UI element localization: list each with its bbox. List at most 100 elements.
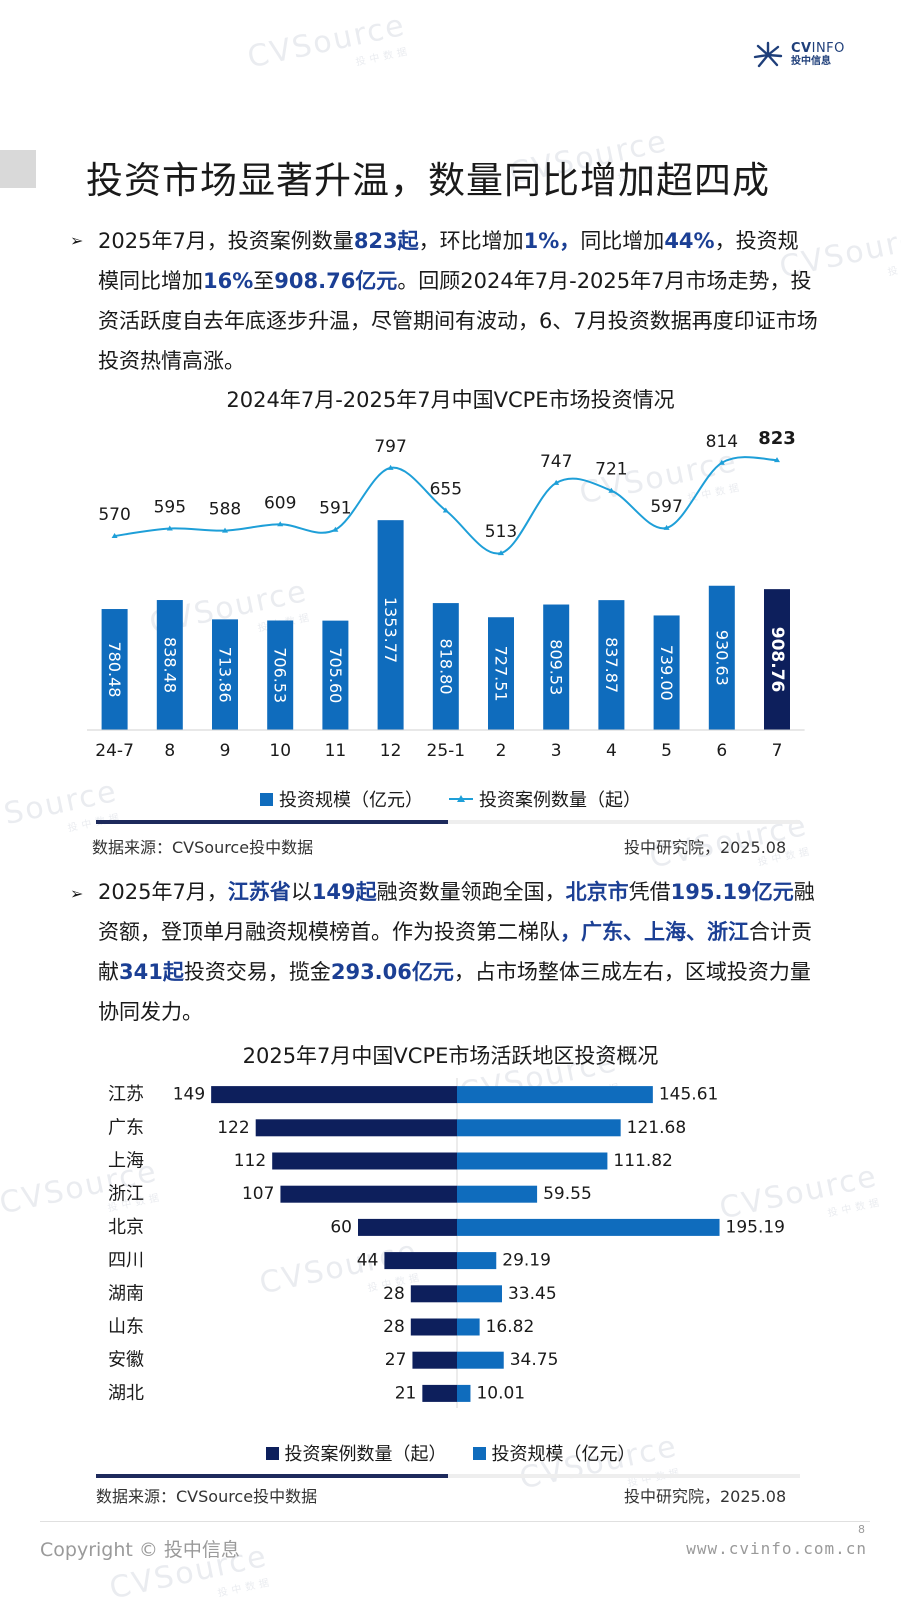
bar-value-label: 780.48 bbox=[105, 642, 124, 698]
body-text: 凭借 bbox=[628, 880, 671, 904]
count-value-label: 27 bbox=[385, 1350, 407, 1370]
amount-value-label: 145.61 bbox=[659, 1085, 718, 1105]
bar-amount bbox=[322, 620, 349, 730]
chart1-legend: 投资规模（亿元） 投资案例数量（起） bbox=[0, 786, 901, 812]
bar-amount bbox=[457, 1252, 497, 1270]
legend-label: 投资案例数量（起） bbox=[479, 790, 641, 811]
amount-value-label: 29.19 bbox=[502, 1251, 551, 1271]
line-value-label: 588 bbox=[209, 500, 241, 520]
line-value-label: 609 bbox=[264, 493, 296, 513]
chart2-divider bbox=[96, 1474, 800, 1478]
logo-subtitle: 投中信息 bbox=[791, 56, 831, 67]
title-accent-block bbox=[0, 150, 36, 188]
line-value-label: 591 bbox=[319, 499, 351, 519]
bar-count bbox=[211, 1086, 457, 1104]
bullet-arrow-icon: ➢ bbox=[70, 231, 84, 250]
region-label: 上海 bbox=[108, 1151, 144, 1172]
amount-value-label: 16.82 bbox=[486, 1317, 535, 1337]
bar-value-label: 713.86 bbox=[216, 647, 235, 703]
amount-value-label: 10.01 bbox=[476, 1383, 525, 1403]
paragraph-1: 2025年7月，投资案例数量823起，环比增加1%，同比增加44%，投资规模同比… bbox=[98, 221, 818, 381]
highlight-text: 北京市 bbox=[565, 880, 629, 904]
body-text: 。回顾2024年7月-2025年7月市场走势，投资活跃度自去年底逐步升温，尽管期… bbox=[98, 269, 818, 373]
x-tick-label: 11 bbox=[325, 741, 347, 761]
line-point bbox=[608, 487, 615, 493]
x-tick-label: 5 bbox=[661, 741, 672, 761]
highlight-text: ，广东、上海、浙江 bbox=[560, 920, 749, 944]
bar-amount bbox=[457, 1384, 471, 1402]
line-value-label: 595 bbox=[154, 498, 186, 518]
amount-value-label: 33.45 bbox=[508, 1284, 557, 1304]
bar-amount bbox=[457, 1086, 653, 1104]
bar-amount bbox=[156, 600, 183, 730]
line-point bbox=[498, 550, 504, 556]
region-label: 湖北 bbox=[108, 1383, 144, 1404]
bar-count bbox=[358, 1218, 457, 1236]
count-value-label: 28 bbox=[383, 1317, 405, 1337]
amount-value-label: 59.55 bbox=[543, 1184, 592, 1204]
line-point bbox=[111, 533, 118, 538]
bar-amount bbox=[457, 1318, 480, 1336]
body-text: 至 bbox=[253, 269, 275, 293]
region-label: 江苏 bbox=[108, 1084, 144, 1105]
body-text: 投资交易，揽金 bbox=[183, 960, 331, 984]
count-value-label: 21 bbox=[395, 1383, 417, 1403]
highlight-text: 149起 bbox=[311, 880, 377, 904]
bar-amount bbox=[457, 1119, 621, 1137]
legend-swatch-bar bbox=[260, 792, 273, 806]
chart1-source: 数据来源：CVSource投中数据 bbox=[92, 838, 314, 857]
bar-amount bbox=[267, 620, 294, 730]
body-text: 合计贡献 bbox=[98, 920, 812, 984]
bar-value-label: 908.76 bbox=[767, 627, 787, 693]
bar-amount bbox=[457, 1152, 608, 1170]
legend-label: 投资案例数量（起） bbox=[284, 1444, 447, 1465]
website-link[interactable]: www.cvinfo.com.cn bbox=[686, 1539, 867, 1558]
region-label: 北京 bbox=[108, 1217, 144, 1238]
body-text: 融资数量领跑全国， bbox=[376, 880, 566, 904]
bar-amount bbox=[457, 1185, 538, 1203]
highlight-text: 293.06亿元 bbox=[330, 960, 454, 984]
bar-value-label: 930.63 bbox=[712, 630, 731, 686]
line-point bbox=[774, 457, 780, 463]
body-text: 同比增加 bbox=[580, 229, 665, 253]
bar-amount bbox=[457, 1218, 720, 1236]
line-value-label: 513 bbox=[485, 522, 517, 542]
chart1-title: 2024年7月-2025年7月中国VCPE市场投资情况 bbox=[226, 388, 675, 412]
count-value-label: 149 bbox=[173, 1085, 205, 1105]
bar-value-label: 727.51 bbox=[492, 646, 511, 702]
highlight-text: 1%， bbox=[523, 229, 581, 253]
body-text: 融资额，登顶单月融资规模榜首。作为投资第二梯队 bbox=[98, 880, 815, 944]
amount-value-label: 195.19 bbox=[726, 1217, 785, 1237]
bar-amount bbox=[432, 603, 459, 730]
bar-value-label: 837.87 bbox=[602, 637, 621, 693]
chart1-divider bbox=[96, 820, 800, 824]
bar-amount bbox=[543, 604, 570, 730]
amount-value-label: 121.68 bbox=[627, 1118, 686, 1138]
bar-count bbox=[255, 1119, 457, 1137]
line-point bbox=[277, 521, 284, 527]
region-label: 广东 bbox=[108, 1117, 144, 1138]
paragraph-2: 2025年7月，江苏省以149起融资数量领跑全国，北京市凭借195.19亿元融资… bbox=[98, 872, 820, 1032]
x-tick-label: 10 bbox=[269, 741, 291, 761]
body-text: ，占市场整体三成左右，区域投资力量协同发力。 bbox=[98, 960, 811, 1024]
count-value-label: 122 bbox=[217, 1118, 249, 1138]
bullet-arrow-icon: ➢ bbox=[70, 884, 84, 903]
region-label: 湖南 bbox=[108, 1283, 144, 1304]
logo-wordmark: CVINFO bbox=[791, 41, 845, 56]
x-tick-label: 12 bbox=[380, 741, 402, 761]
chart2-credit: 投中研究院，2025.08 bbox=[624, 1487, 787, 1506]
count-value-label: 28 bbox=[383, 1284, 405, 1304]
region-label: 四川 bbox=[108, 1250, 144, 1271]
bar-value-label: 818.80 bbox=[436, 639, 455, 695]
legend-label: 投资规模（亿元） bbox=[279, 790, 423, 811]
chart2-title: 2025年7月中国VCPE市场活跃地区投资概况 bbox=[242, 1044, 659, 1068]
line-value-label: 747 bbox=[540, 452, 572, 472]
x-tick-label: 2 bbox=[496, 741, 507, 761]
bar-value-label: 809.53 bbox=[547, 639, 566, 695]
highlight-text: 16% bbox=[203, 269, 254, 293]
body-text: ，环比增加 bbox=[418, 229, 524, 253]
line-value-label: 655 bbox=[430, 480, 462, 500]
bar-count bbox=[384, 1252, 457, 1270]
bar-amount bbox=[708, 585, 735, 730]
x-tick-label: 25-1 bbox=[427, 741, 466, 761]
